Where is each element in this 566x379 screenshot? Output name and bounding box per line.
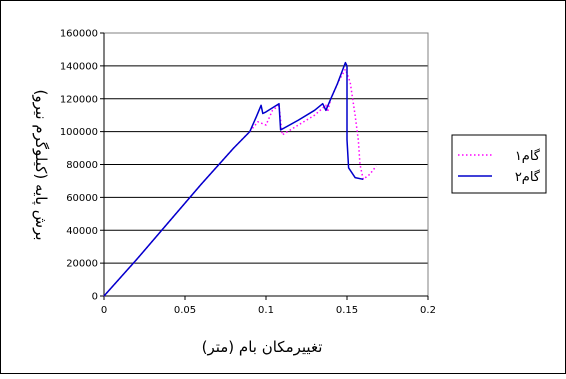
- y-tick-label: 20000: [66, 259, 98, 270]
- x-tick-label: 0.05: [174, 305, 196, 316]
- legend-label-series-2: گام۲: [515, 169, 541, 185]
- y-tick-label: 80000: [66, 160, 98, 171]
- y-axis-title: برش پایه (کیلوگرم نیرو): [31, 89, 50, 240]
- series-line-2: [103, 61, 364, 297]
- y-tick-labels: 0 20000 40000 60000 80000 100000 120000 140000 1…: [60, 29, 98, 303]
- legend: گام۱ گام۲: [451, 134, 547, 194]
- y-tick-label: 60000: [66, 193, 98, 204]
- legend-label-series-1: گام۱: [515, 148, 541, 164]
- x-tick-label: 0: [101, 305, 107, 316]
- y-tick-label: 40000: [66, 226, 98, 237]
- series-lines: [103, 61, 377, 297]
- y-tick-label: 140000: [60, 61, 98, 72]
- gridlines: [104, 32, 428, 264]
- legend-box: [451, 134, 547, 194]
- x-axis-title: تغییرمکان بام (متر): [202, 338, 323, 356]
- axes: [100, 32, 429, 300]
- y-tick-label: 120000: [60, 94, 98, 105]
- y-tick-label: 100000: [60, 127, 98, 138]
- x-tick-labels: 0 0.05 0.1 0.15 0.2: [101, 305, 436, 316]
- x-tick-label: 0.15: [336, 305, 358, 316]
- y-tick-label: 0: [92, 292, 98, 303]
- x-tick-label: 0.1: [258, 305, 274, 316]
- y-tick-label: 160000: [60, 29, 98, 40]
- x-tick-label: 0.2: [420, 305, 436, 316]
